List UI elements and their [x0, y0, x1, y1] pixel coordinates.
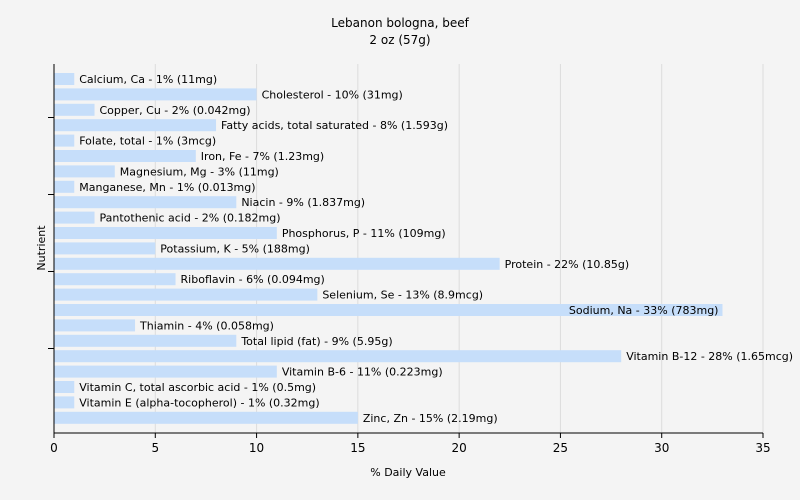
bar-label: Vitamin B-6 - 11% (0.223mg)	[282, 366, 443, 379]
bar-label: Folate, total - 1% (3mcg)	[79, 135, 216, 148]
bar	[54, 350, 622, 363]
bar	[54, 273, 176, 286]
bar-label: Calcium, Ca - 1% (11mg)	[79, 73, 217, 86]
x-tick-label: 25	[553, 441, 568, 455]
bar-label: Fatty acids, total saturated - 8% (1.593…	[221, 119, 448, 132]
axes: 0 5 10 15 20 25 30 35	[48, 64, 771, 455]
chart-subtitle: 2 oz (57g)	[369, 33, 430, 47]
bar-label: Riboflavin - 6% (0.094mg)	[181, 273, 325, 286]
bar-label: Vitamin B-12 - 28% (1.65mcg)	[626, 350, 793, 363]
bar	[54, 73, 75, 85]
bar	[54, 134, 75, 147]
chart-title: Lebanon bologna, beef	[331, 16, 469, 30]
bar-label: Magnesium, Mg - 3% (11mg)	[120, 165, 279, 178]
bar-label: Pantothenic acid - 2% (0.182mg)	[100, 212, 281, 225]
x-tick-label: 35	[755, 441, 770, 455]
x-tick-label: 5	[151, 441, 159, 455]
grid-lines	[154, 64, 764, 433]
bar	[54, 180, 75, 193]
bar	[54, 365, 277, 378]
x-tick-label: 0	[50, 441, 58, 455]
bar	[54, 411, 358, 424]
bar-label: Selenium, Se - 13% (8.9mcg)	[322, 289, 483, 302]
bar	[54, 381, 75, 393]
bar	[54, 227, 277, 239]
x-tick-label: 10	[249, 441, 264, 455]
bar-label: Copper, Cu - 2% (0.042mg)	[100, 104, 251, 117]
bar	[54, 150, 196, 162]
bar-label: Manganese, Mn - 1% (0.013mg)	[79, 181, 255, 194]
bar	[54, 103, 95, 116]
bar	[54, 288, 318, 301]
bar-label: Sodium, Na - 33% (783mg)	[569, 304, 719, 317]
bar	[54, 334, 237, 347]
bar	[54, 304, 723, 316]
bar-label: Vitamin C, total ascorbic acid - 1% (0.5…	[79, 381, 316, 394]
bar-label: Vitamin E (alpha-tocopherol) - 1% (0.32m…	[79, 396, 319, 409]
bars: Calcium, Ca - 1% (11mg) Cholesterol - 10%…	[54, 73, 793, 425]
bar-label: Niacin - 9% (1.837mg)	[241, 196, 365, 209]
bar-label: Phosphorus, P - 11% (109mg)	[282, 227, 446, 240]
bar-label: Protein - 22% (10.85g)	[505, 258, 630, 271]
bar-label: Potassium, K - 5% (188mg)	[160, 242, 310, 255]
bar	[54, 88, 257, 101]
x-tick-label: 20	[452, 441, 467, 455]
y-axis-title: Nutrient	[35, 225, 48, 271]
x-tick-label: 30	[654, 441, 669, 455]
bar	[54, 119, 217, 132]
bar	[54, 396, 75, 409]
x-axis-title: % Daily Value	[370, 466, 446, 479]
bar	[54, 211, 95, 224]
bar-label: Cholesterol - 10% (31mg)	[262, 88, 403, 101]
bar-label: Thiamin - 4% (0.058mg)	[139, 319, 274, 332]
bar	[54, 319, 136, 332]
bar	[54, 196, 237, 209]
bar-label: Iron, Fe - 7% (1.23mg)	[201, 150, 324, 163]
bar	[54, 242, 156, 255]
bar-label: Zinc, Zn - 15% (2.19mg)	[363, 412, 498, 425]
bar-label: Total lipid (fat) - 9% (5.95g)	[240, 335, 392, 348]
x-tick-label: 15	[350, 441, 365, 455]
bar	[54, 257, 500, 270]
bar	[54, 165, 115, 178]
